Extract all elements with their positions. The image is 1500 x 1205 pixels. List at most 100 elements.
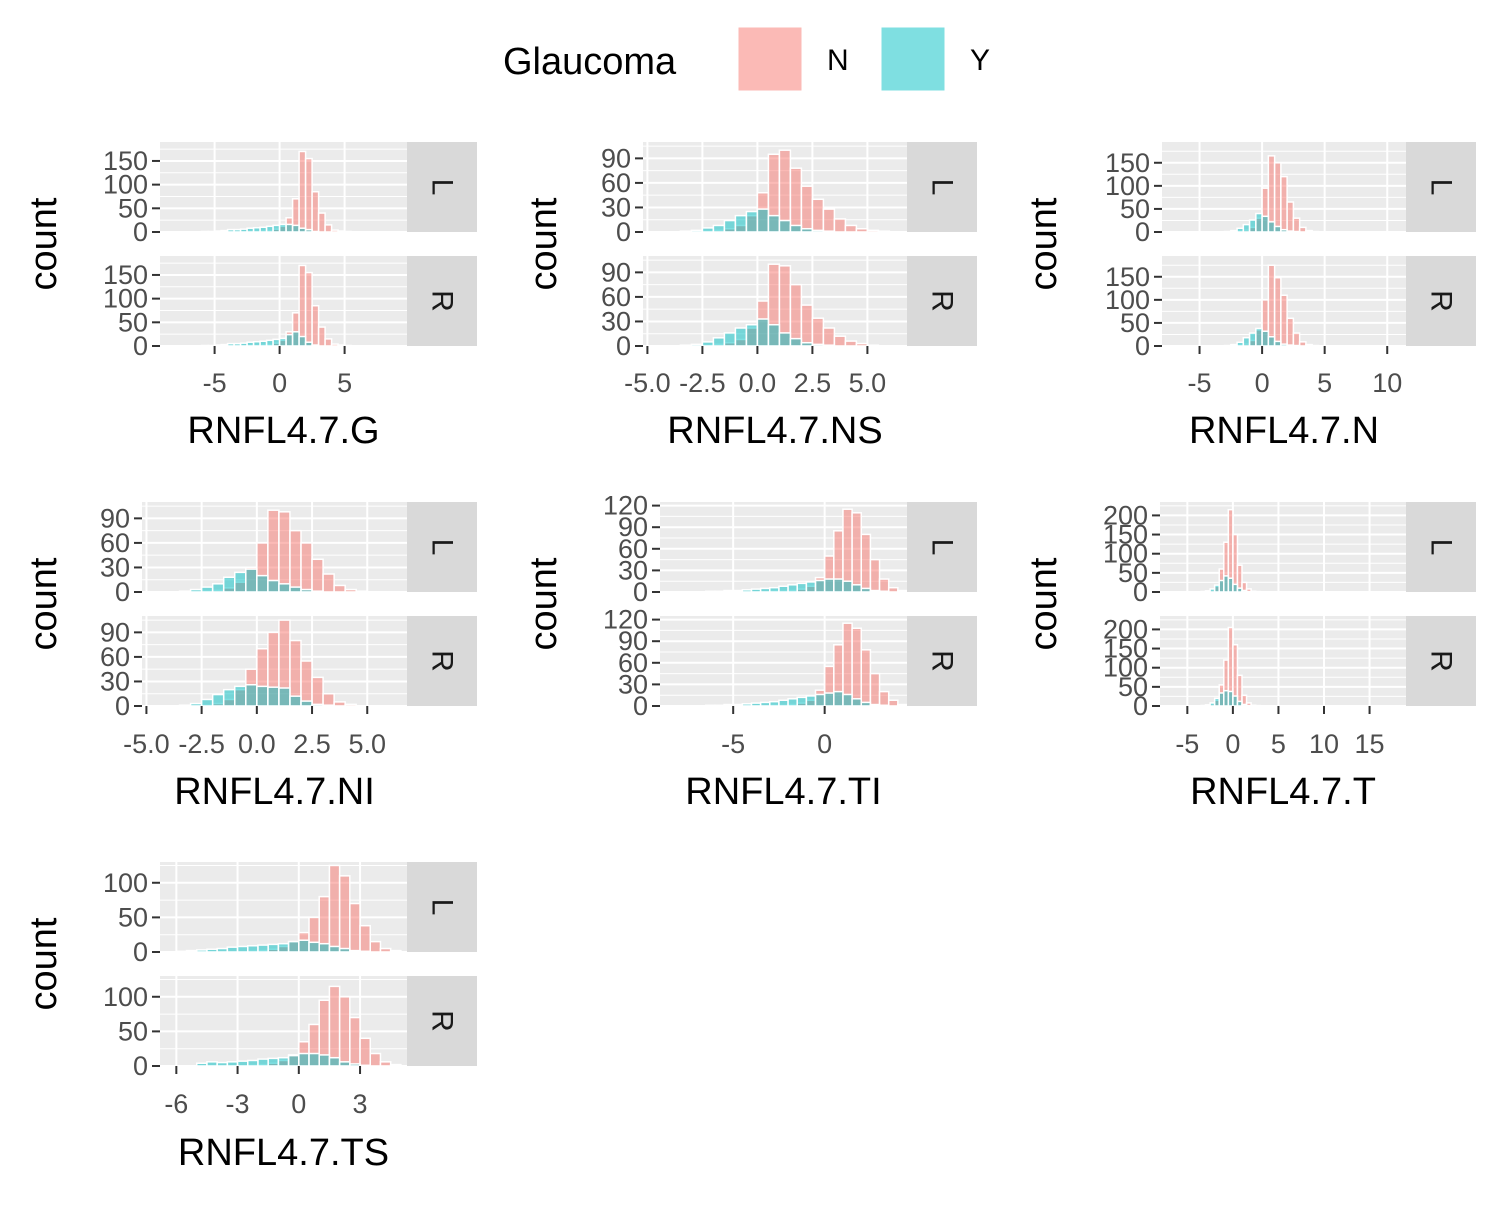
bar-n bbox=[790, 285, 801, 346]
bar-n bbox=[852, 628, 861, 706]
bar-y bbox=[843, 694, 852, 706]
bar-n bbox=[319, 213, 326, 232]
bar-n bbox=[1300, 342, 1306, 346]
x-tick-label: 5.0 bbox=[348, 729, 386, 759]
y-tick-label: 90 bbox=[601, 257, 631, 287]
bar-y bbox=[293, 225, 300, 232]
bar-n bbox=[1293, 218, 1299, 232]
bar-n bbox=[391, 1065, 401, 1066]
x-tick-label: -5 bbox=[1175, 729, 1199, 759]
bar-n bbox=[1306, 345, 1312, 346]
y-tick-label: 120 bbox=[603, 491, 648, 521]
bar-y bbox=[235, 686, 246, 706]
bar-y bbox=[870, 591, 879, 592]
facet-strip-label: R bbox=[1425, 290, 1458, 312]
bar-y bbox=[1237, 228, 1243, 232]
bar-y bbox=[267, 226, 274, 232]
y-tick-label: 50 bbox=[118, 1016, 148, 1046]
bar-y bbox=[202, 699, 213, 706]
bar-y bbox=[290, 696, 301, 706]
bar-n bbox=[1275, 163, 1281, 232]
bar-y bbox=[278, 1058, 288, 1066]
bar-n bbox=[329, 865, 339, 952]
bar-y bbox=[187, 951, 197, 952]
bar-y bbox=[801, 229, 812, 232]
bar-y bbox=[1287, 231, 1293, 232]
bar-n bbox=[334, 702, 345, 706]
bar-n bbox=[867, 345, 878, 346]
bar-y bbox=[227, 947, 237, 952]
bar-n bbox=[325, 225, 332, 232]
bar-y bbox=[1256, 328, 1262, 346]
bar-y bbox=[715, 591, 724, 592]
y-tick-label: 150 bbox=[1105, 262, 1150, 292]
bar-y bbox=[751, 703, 760, 706]
bar-y bbox=[278, 944, 288, 952]
bar-y bbox=[246, 569, 257, 592]
bar-n bbox=[301, 543, 312, 592]
bar-y bbox=[790, 225, 801, 232]
bar-n bbox=[1287, 202, 1293, 232]
bar-n bbox=[334, 585, 345, 592]
bar-y bbox=[691, 230, 702, 232]
bar-y bbox=[360, 1065, 370, 1066]
bar-y bbox=[768, 325, 779, 346]
bar-y bbox=[852, 585, 861, 592]
bar-n bbox=[889, 700, 898, 706]
panel-background bbox=[160, 142, 407, 232]
panel-background bbox=[160, 256, 407, 346]
bar-y bbox=[306, 230, 313, 232]
bar-y bbox=[680, 231, 691, 232]
facet-strip-label: R bbox=[426, 1010, 459, 1032]
bar-n bbox=[345, 704, 356, 706]
bar-n bbox=[350, 1018, 360, 1066]
x-tick-label: 0 bbox=[272, 368, 287, 398]
bar-y bbox=[299, 337, 306, 346]
bar-n bbox=[843, 509, 852, 592]
bar-y bbox=[312, 591, 323, 592]
bar-n bbox=[268, 510, 279, 592]
bar-n bbox=[338, 345, 345, 346]
x-tick-label: 5 bbox=[1317, 368, 1332, 398]
bar-y bbox=[197, 950, 207, 952]
bar-y bbox=[257, 686, 268, 706]
bar-n bbox=[323, 694, 334, 706]
bar-n bbox=[878, 231, 889, 232]
bar-n bbox=[360, 1038, 370, 1066]
bar-y bbox=[825, 693, 834, 706]
bar-y bbox=[268, 581, 279, 592]
y-tick-label: 120 bbox=[603, 605, 648, 635]
bar-n bbox=[1293, 333, 1299, 346]
bar-n bbox=[845, 225, 856, 232]
bar-n bbox=[312, 677, 323, 706]
legend-key-y bbox=[881, 27, 945, 91]
bar-y bbox=[301, 701, 312, 706]
bar-n bbox=[861, 650, 870, 706]
facet-strip-label: L bbox=[926, 179, 959, 196]
bar-y bbox=[248, 1060, 258, 1066]
bar-y bbox=[761, 702, 770, 706]
y-tick-label: 150 bbox=[103, 146, 148, 176]
bar-y bbox=[241, 343, 248, 346]
bar-y bbox=[861, 588, 870, 592]
bar-y bbox=[234, 344, 241, 346]
bar-y bbox=[268, 944, 278, 952]
y-tick-label: 150 bbox=[1105, 148, 1150, 178]
bar-y bbox=[228, 230, 235, 232]
facet-strip-label: L bbox=[426, 899, 459, 916]
bar-y bbox=[180, 591, 191, 592]
bar-y bbox=[312, 704, 323, 706]
x-tick-label: -5.0 bbox=[624, 368, 671, 398]
bar-y bbox=[724, 705, 733, 706]
bar-n bbox=[861, 534, 870, 592]
bar-n bbox=[290, 531, 301, 592]
bar-y bbox=[706, 591, 715, 592]
x-axis-title-rnfl4-7-t: RNFL4.7.T bbox=[1190, 771, 1376, 813]
